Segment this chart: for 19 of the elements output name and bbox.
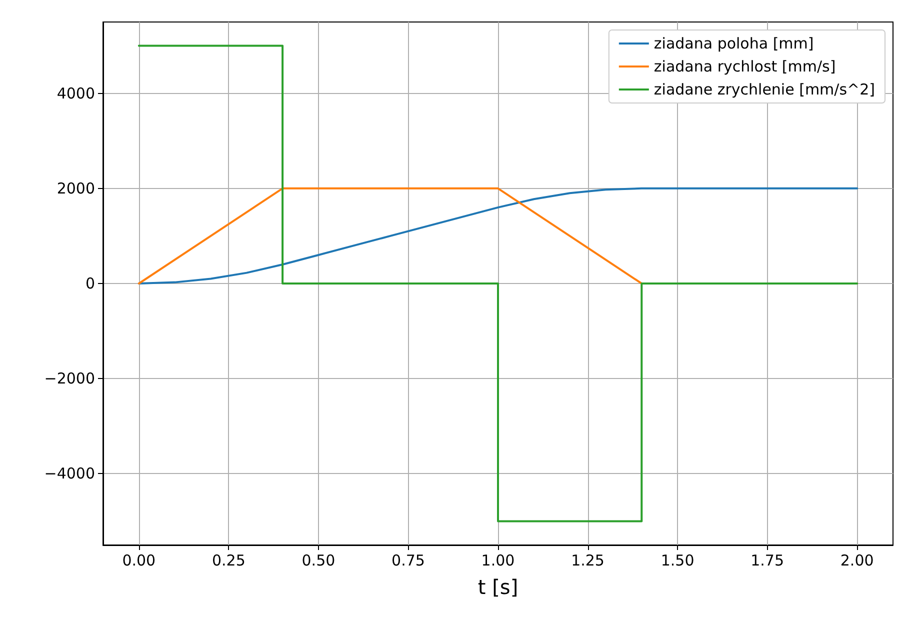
y-tick-label: 0 [85, 274, 95, 292]
x-tick-label: 0.75 [392, 552, 425, 570]
legend-label: ziadane zrychlenie [mm/s^2] [654, 80, 876, 98]
x-tick-label: 1.50 [660, 552, 694, 570]
x-tick-label: 0.25 [212, 552, 246, 570]
x-tick-label: 0.50 [302, 552, 336, 570]
y-tick-label: 4000 [56, 84, 95, 102]
legend-label: ziadana rychlost [mm/s] [654, 58, 836, 76]
y-tick-label: −4000 [44, 464, 95, 483]
x-axis-title: t [s] [478, 575, 518, 599]
x-tick-label: 1.25 [571, 552, 604, 570]
x-tick-label: 1.75 [750, 552, 784, 570]
legend-label: ziadana poloha [mm] [654, 34, 814, 52]
y-tick-label: 2000 [56, 179, 95, 198]
line-series [138, 187, 858, 284]
x-tick-label: 2.00 [840, 552, 874, 570]
y-tick-label: −2000 [44, 370, 95, 388]
x-tick-label: 0.00 [122, 552, 156, 570]
x-tick-label: 1.00 [481, 552, 515, 570]
